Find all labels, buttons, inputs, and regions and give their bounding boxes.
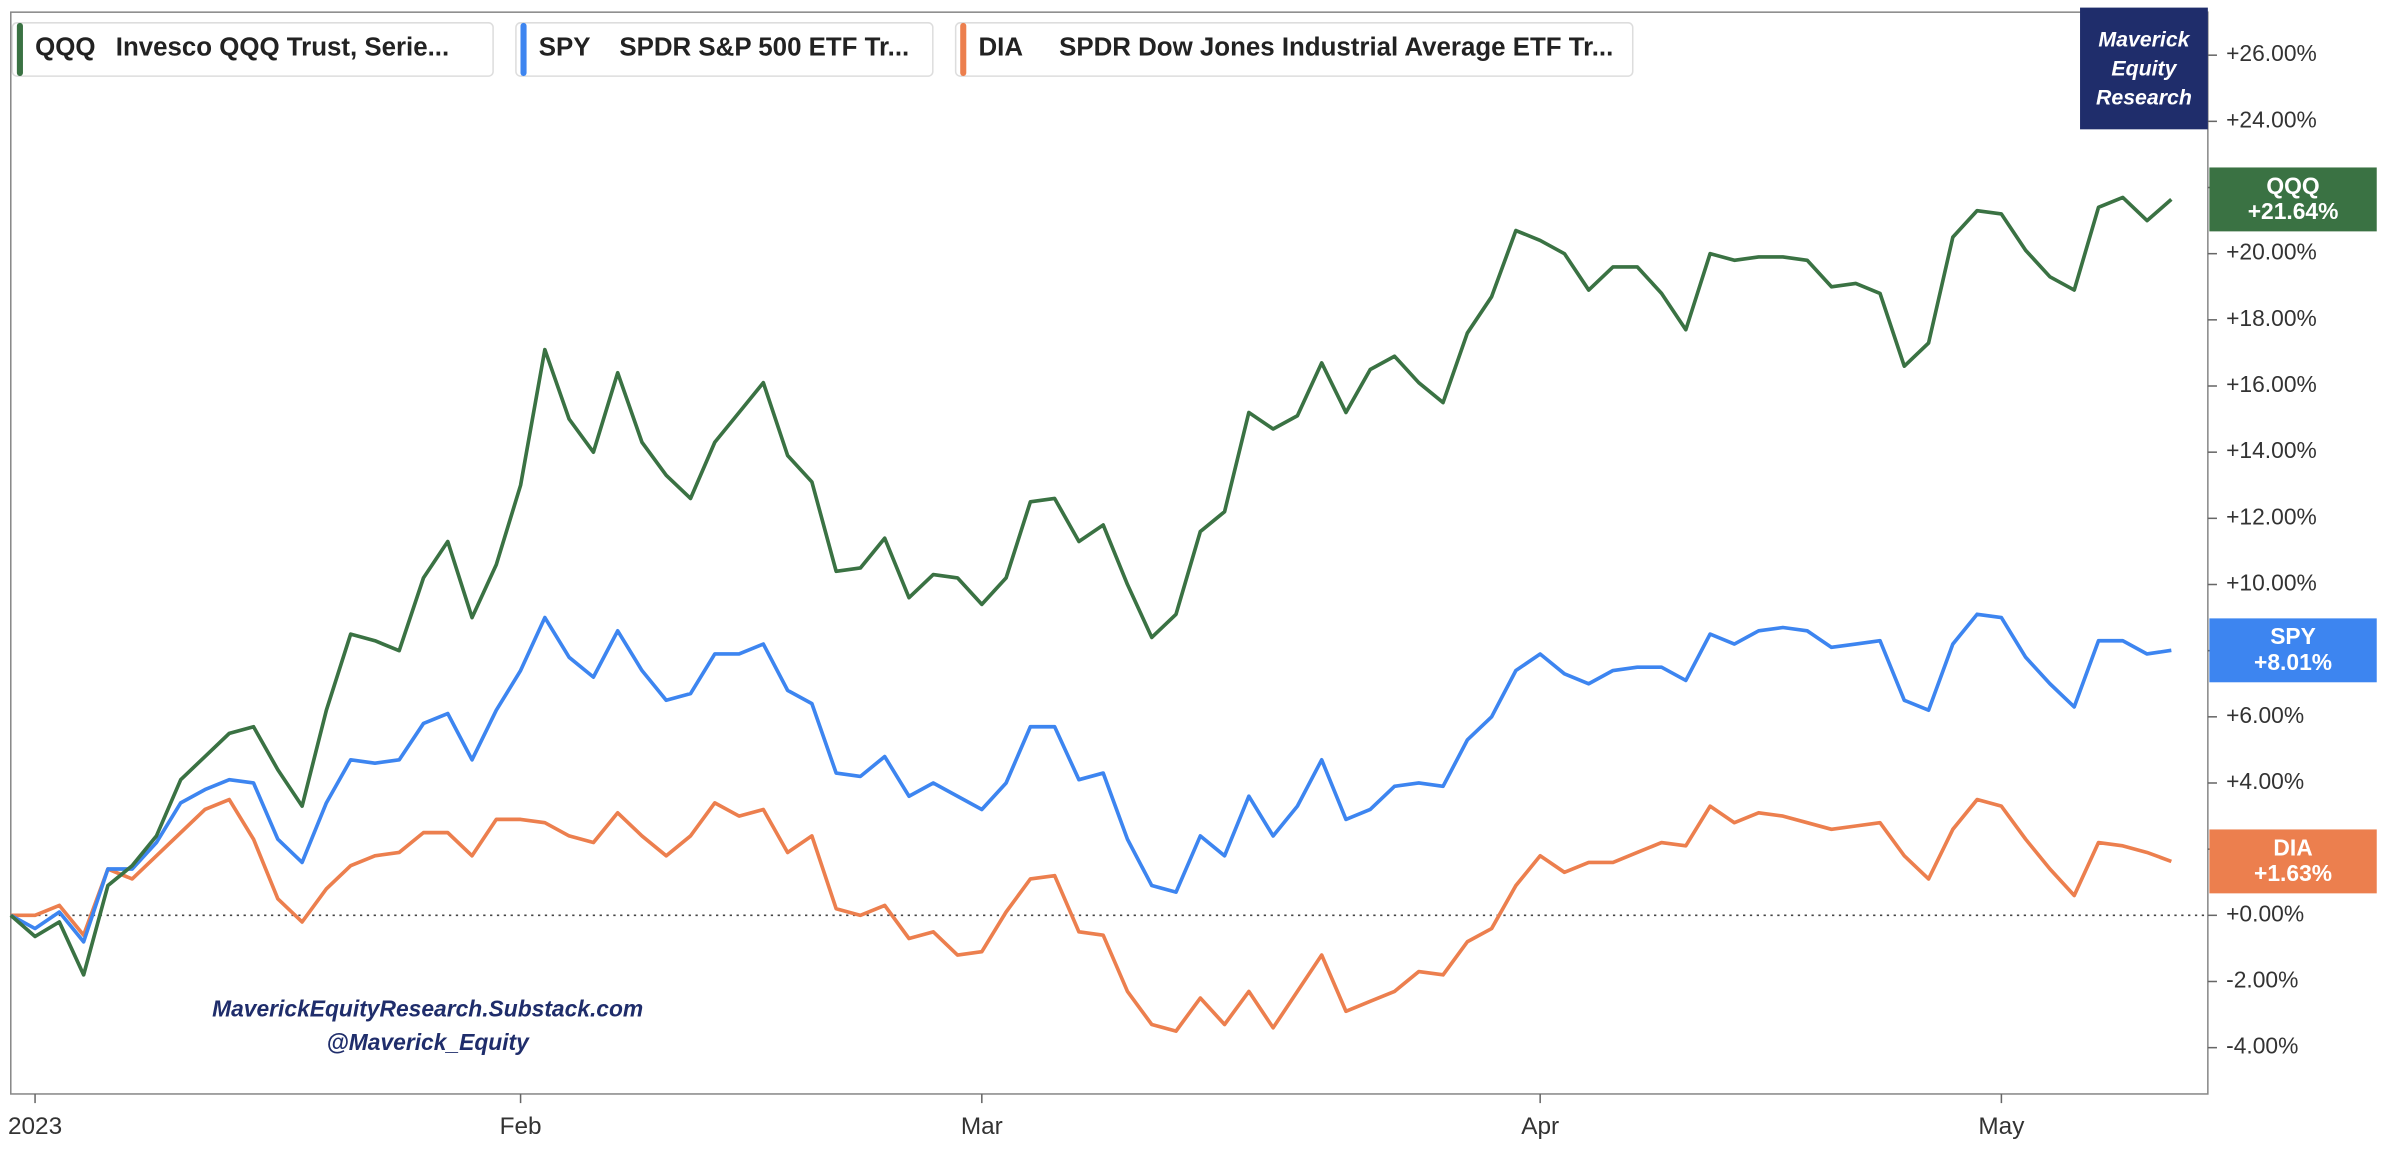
y-tick-label: -2.00% xyxy=(2226,967,2298,993)
legend-box xyxy=(954,22,1634,77)
plot-frame xyxy=(10,11,2209,1095)
y-tick-label: +12.00% xyxy=(2226,503,2317,529)
y-tick-label: +6.00% xyxy=(2226,702,2304,728)
end-badge-symbol: SPY xyxy=(2270,623,2316,649)
legend-box xyxy=(11,22,494,77)
y-tick-label: +0.00% xyxy=(2226,900,2304,926)
y-tick-label: +20.00% xyxy=(2226,239,2317,265)
legend-symbol: QQQ xyxy=(35,34,95,62)
end-badge-symbol: QQQ xyxy=(2266,172,2319,198)
legend-description: SPDR S&P 500 ETF Tr... xyxy=(619,34,909,62)
end-badge-value: +1.63% xyxy=(2254,860,2332,886)
end-badge xyxy=(2209,829,2377,894)
end-badge-value: +8.01% xyxy=(2254,649,2332,675)
y-tick-label: +24.00% xyxy=(2226,106,2317,132)
legend-swatch xyxy=(960,22,967,77)
x-tick-label: 2023 xyxy=(8,1113,62,1140)
end-badge xyxy=(2209,167,2377,232)
end-badge xyxy=(2209,618,2377,683)
y-tick-label: +18.00% xyxy=(2226,305,2317,331)
y-tick-label: -4.00% xyxy=(2226,1033,2298,1059)
legend-description: Invesco QQQ Trust, Serie... xyxy=(116,34,449,62)
watermark-handle: @Maverick_Equity xyxy=(327,1029,531,1055)
x-tick-label: May xyxy=(1978,1113,2025,1140)
watermark-site: MaverickEquityResearch.Substack.com xyxy=(212,995,643,1021)
series-line xyxy=(9,195,2173,977)
end-badge-value: +21.64% xyxy=(2248,198,2339,224)
y-tick-label: +10.00% xyxy=(2226,570,2317,596)
legend-swatch xyxy=(520,22,527,77)
legend-description: SPDR Dow Jones Industrial Average ETF Tr… xyxy=(1059,34,1613,62)
series-line xyxy=(9,612,2172,944)
x-tick-label: Apr xyxy=(1521,1113,1559,1140)
brand-text: Equity xyxy=(2111,57,2177,81)
y-tick-label: +4.00% xyxy=(2226,768,2304,794)
brand-text: Research xyxy=(2096,86,2192,110)
legend-box xyxy=(515,22,934,77)
brand-box xyxy=(2080,7,2208,130)
y-tick-label: +16.00% xyxy=(2226,371,2317,397)
x-tick-label: Mar xyxy=(961,1113,1003,1140)
legend-symbol: DIA xyxy=(978,34,1023,62)
end-badge-symbol: DIA xyxy=(2273,834,2312,860)
y-tick-label: +26.00% xyxy=(2226,40,2317,66)
legend-swatch xyxy=(16,22,23,77)
legend-symbol: SPY xyxy=(539,34,591,62)
brand-text: Maverick xyxy=(2098,28,2190,52)
x-tick-label: Feb xyxy=(500,1113,542,1140)
y-tick-label: +14.00% xyxy=(2226,437,2317,463)
series-line xyxy=(10,797,2172,1033)
